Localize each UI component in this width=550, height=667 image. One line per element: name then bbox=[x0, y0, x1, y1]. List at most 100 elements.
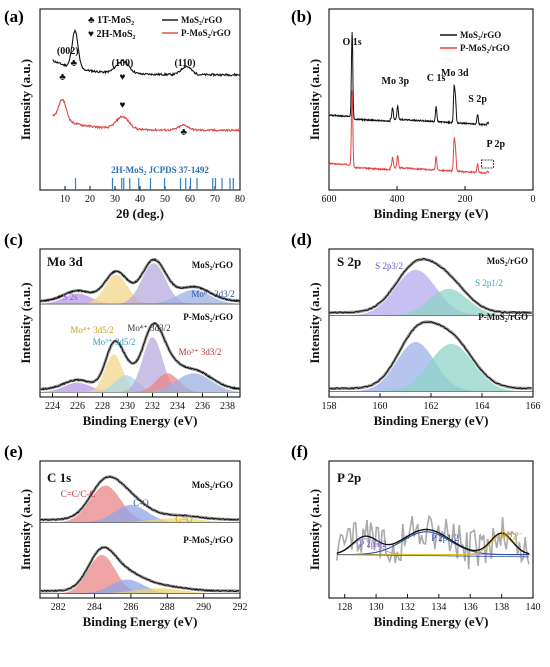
b-series-0 bbox=[328, 31, 489, 128]
panel-d-label: (d) bbox=[291, 230, 312, 249]
pd-tick-label: 160 bbox=[373, 401, 388, 412]
chart-f: 128 130 132 134 136 138 140 Binding Energy (eV)… bbox=[307, 460, 541, 629]
pe-frame bbox=[39, 460, 241, 599]
a-marker: ♥ bbox=[120, 100, 126, 111]
chart-d: 158 160 162 164 166 Binding Energy (eV) Intens… bbox=[307, 248, 541, 428]
a-marker: ♣ bbox=[70, 58, 77, 69]
b-annotation: C 1s bbox=[427, 73, 446, 84]
pc-component-label: Mo³⁺ 3d3/2 bbox=[179, 347, 222, 357]
pc-tick-label: 230 bbox=[120, 401, 135, 412]
pe-tick-label: 286 bbox=[123, 602, 138, 613]
pc-component bbox=[40, 293, 240, 304]
pc-component bbox=[40, 382, 240, 393]
pf-component-label: P 2p1/2 bbox=[431, 533, 458, 543]
pd-xlabel: Binding Energy (eV) bbox=[374, 413, 489, 428]
pe-tick-label: 284 bbox=[87, 602, 102, 613]
b-tick-label: 200 bbox=[458, 194, 473, 205]
pd-ylabel: Intensity (a.u.) bbox=[307, 282, 322, 363]
pc-tick-label: 236 bbox=[195, 401, 210, 412]
pe-component-label: C-O bbox=[133, 498, 149, 508]
pf-frame bbox=[328, 460, 534, 599]
pd-tick-label: 164 bbox=[475, 401, 490, 412]
pe-xlabel: Binding Energy (eV) bbox=[83, 614, 198, 629]
pd-component bbox=[329, 288, 533, 316]
pf-xlabel: Binding Energy (eV) bbox=[374, 614, 489, 629]
pc-tick-label: 224 bbox=[45, 401, 60, 412]
b-annotation: Mo 3p bbox=[382, 76, 410, 87]
pe-fit-0 bbox=[39, 475, 240, 522]
a-phase-legend: ♥ 2H-MoS₂ bbox=[88, 29, 136, 40]
pc-trace-name: P-MoS₂/rGO bbox=[183, 312, 233, 322]
pd-fit-0 bbox=[328, 257, 532, 314]
a-annotation: (002) bbox=[57, 46, 79, 57]
a-ref-label: 2H-MoS₂ JCPDS 37-1492 bbox=[111, 165, 209, 175]
pe-tick-label: 288 bbox=[160, 602, 175, 613]
pe-component bbox=[40, 555, 240, 594]
a-tick-label: 20 bbox=[85, 194, 95, 205]
pc-component-label: S 2s bbox=[62, 292, 78, 302]
pc-component-label: Mo⁴⁺ 3d5/2 bbox=[70, 325, 113, 335]
a-xlabel: 2θ (deg.) bbox=[116, 206, 164, 221]
pf-fit bbox=[336, 528, 530, 555]
pc-component-label: Mo³⁺ 3d5/2 bbox=[93, 337, 136, 347]
a-ylabel: Intensity (a.u.) bbox=[18, 59, 33, 140]
pf-component-label: PO₄³⁻ bbox=[501, 530, 523, 540]
b-annotation: S 2p bbox=[468, 94, 487, 105]
pd-tick-label: 158 bbox=[322, 401, 337, 412]
pf-tick-label: 128 bbox=[337, 602, 352, 613]
b-xlabel: Binding Energy (eV) bbox=[374, 206, 489, 221]
a-legend-label: P-MoS₂/rGO bbox=[181, 28, 231, 38]
b-legend-label: MoS₂/rGO bbox=[460, 30, 501, 40]
chart-a: 10 20 30 40 50 60 70 80 2θ (deg.) Intensity (a.u.… bbox=[18, 8, 245, 221]
pf-tick-label: 130 bbox=[369, 602, 384, 613]
pe-fit-1 bbox=[39, 546, 240, 593]
pd-component bbox=[329, 343, 533, 392]
pc-tick-label: 228 bbox=[95, 401, 110, 412]
pc-fit-1 bbox=[39, 322, 240, 391]
pc-tick-label: 226 bbox=[70, 401, 85, 412]
chart-b: 600 400 200 0 Binding Energy (eV) Intensity (… bbox=[307, 8, 536, 221]
a-tick-label: 40 bbox=[135, 194, 145, 205]
b-annotation: Mo 3d bbox=[441, 68, 469, 79]
pf-tick-label: 140 bbox=[526, 602, 541, 613]
pc-ylabel: Intensity (a.u.) bbox=[18, 282, 33, 363]
a-marker: ♥ bbox=[120, 72, 126, 83]
pd-component-label: S 2p1/2 bbox=[475, 278, 503, 288]
b-frame bbox=[328, 8, 534, 191]
a-marker: ♣ bbox=[180, 127, 187, 138]
pf-tick-label: 136 bbox=[463, 602, 478, 613]
pe-component bbox=[40, 518, 240, 523]
a-annotation: (110) bbox=[174, 58, 195, 69]
a-marker: ♣ bbox=[59, 72, 66, 83]
a-tick-label: 10 bbox=[60, 194, 70, 205]
a-phase-legend: ♣ 1T-MoS₂ bbox=[88, 15, 134, 26]
pf-baseline bbox=[336, 554, 530, 558]
pe-tick-label: 282 bbox=[51, 602, 66, 613]
b-annotation: P 2p bbox=[486, 139, 505, 150]
a-tick-label: 30 bbox=[110, 194, 120, 205]
pc-title: Mo 3d bbox=[47, 254, 84, 269]
pd-tick-label: 166 bbox=[526, 401, 541, 412]
a-series-1 bbox=[52, 98, 241, 133]
pf-title: P 2p bbox=[337, 470, 361, 485]
pc-component-label: Mo⁴⁺ 3d3/2 bbox=[127, 323, 170, 333]
pc-component bbox=[40, 289, 240, 304]
pe-component bbox=[40, 588, 240, 594]
a-legend-label: MoS₂/rGO bbox=[181, 15, 222, 25]
pf-raw bbox=[336, 514, 530, 570]
chart-c: 224 226 228 230 232 234 236 238 Binding Energy (… bbox=[18, 248, 241, 428]
pc-tick-label: 238 bbox=[220, 401, 235, 412]
panel-b-label: (b) bbox=[291, 7, 312, 26]
pc-tick-label: 232 bbox=[145, 401, 160, 412]
chart-e: 282 284 286 288 290 292 Binding Energy (eV) Int… bbox=[18, 460, 248, 629]
pf-tick-label: 138 bbox=[494, 602, 509, 613]
pc-component bbox=[40, 263, 240, 304]
pd-fit-1 bbox=[328, 320, 532, 390]
b-annotation: O 1s bbox=[343, 37, 362, 48]
pc-component-label: Mo⁶⁺ 3d3/2 bbox=[191, 289, 234, 299]
pd-title: S 2p bbox=[337, 254, 361, 269]
panel-e-label: (e) bbox=[4, 442, 23, 461]
pf-tick-label: 134 bbox=[431, 602, 446, 613]
pc-frame bbox=[39, 248, 241, 398]
